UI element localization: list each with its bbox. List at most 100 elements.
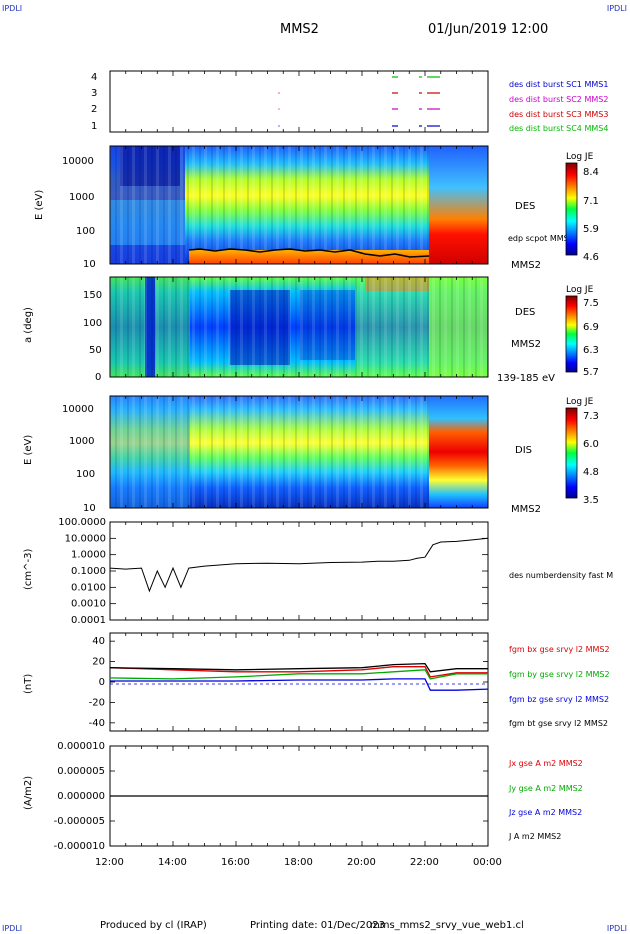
current-legend-jx: Jx gse A m2 MMS2 bbox=[508, 759, 583, 768]
des-colorbar-title: Log JE bbox=[566, 152, 594, 162]
density-ytick: 10.0000 bbox=[65, 533, 106, 544]
pitch-colorbar-tick: 7.5 bbox=[583, 298, 599, 309]
pitch-ytick: 100 bbox=[83, 318, 102, 329]
time-tick-label: 22:00 bbox=[410, 857, 439, 868]
density-panel: 100.0000 10.0000 1.0000 0.1000 0.0100 0.0010 0… bbox=[23, 517, 613, 626]
dis-ytick: 100 bbox=[76, 469, 95, 480]
des-hot-population bbox=[429, 146, 488, 264]
dis-instrument-label: DIS bbox=[515, 445, 532, 456]
avail-legend-mms4: des dist burst SC4 MMS4 bbox=[509, 124, 608, 133]
pitch-instrument-label: DES bbox=[515, 307, 535, 318]
current-ytick: -0.000010 bbox=[54, 841, 105, 852]
des-instrument-label: DES bbox=[515, 201, 535, 212]
density-ytick: 0.0001 bbox=[71, 615, 106, 626]
des-colorbar bbox=[565, 162, 578, 256]
avail-ytick: 1 bbox=[91, 121, 97, 132]
scpot-line bbox=[188, 248, 430, 258]
bfield-legend-by: fgm by gse srvy l2 MMS2 bbox=[509, 670, 610, 679]
des-pitch-panel: 150 100 50 0 a (deg) DES MMS2 139-185 eV… bbox=[23, 276, 599, 384]
corner-tag-tr: IPDLI bbox=[606, 4, 627, 13]
bfield-ytick: 0 bbox=[99, 677, 105, 688]
current-ytick: -0.000005 bbox=[54, 816, 105, 827]
density-series-line bbox=[109, 537, 489, 593]
pitch-ytick: 150 bbox=[83, 290, 102, 301]
pitch-colorbar-tick: 6.9 bbox=[583, 322, 599, 333]
bfield-series-bz bbox=[110, 678, 489, 691]
avail-ytick: 3 bbox=[91, 88, 97, 99]
des-spacecraft-label: MMS2 bbox=[511, 260, 541, 271]
des-colorbar-tick: 4.6 bbox=[583, 252, 599, 263]
des-ytick: 1000 bbox=[69, 192, 94, 203]
datetime-title: 01/Jun/2019 12:00 bbox=[428, 22, 549, 37]
current-legend-jz: Jz gse A m2 MMS2 bbox=[508, 808, 582, 817]
bfield-legend-bt: fgm bt gse srvy l2 MMS2 bbox=[509, 719, 608, 728]
pitch-colorbar-title: Log JE bbox=[566, 285, 594, 295]
density-ytick: 0.0100 bbox=[71, 582, 106, 593]
dis-colorbar-tick: 6.0 bbox=[583, 439, 599, 450]
bfield-series-by bbox=[109, 669, 488, 680]
dis-colorbar-tick: 7.3 bbox=[583, 411, 599, 422]
des-low-energy-band bbox=[189, 250, 429, 264]
dis-ytick: 10000 bbox=[62, 404, 94, 415]
bfield-ylabel: (nT) bbox=[23, 674, 34, 694]
avail-legend-mms1: des dist burst SC1 MMS1 bbox=[509, 80, 608, 89]
time-tick-label: 14:00 bbox=[158, 857, 187, 868]
dis-ylabel: E (eV) bbox=[23, 435, 34, 465]
time-tick-label: 20:00 bbox=[347, 857, 376, 868]
des-ytick: 10000 bbox=[62, 156, 94, 167]
density-ytick: 1.0000 bbox=[71, 550, 106, 561]
time-tick-label: 16:00 bbox=[221, 857, 250, 868]
bfield-panel: 40 20 0 -20 -40 (nT) fgm bx gse srvy l2 MMS2… bbox=[23, 632, 610, 732]
bfield-ytick: 20 bbox=[92, 657, 105, 668]
density-ytick: 100.0000 bbox=[58, 517, 106, 528]
density-ylabel: (cm^-3) bbox=[23, 549, 34, 590]
pitch-ytick: 50 bbox=[89, 345, 102, 356]
des-energy-ylabel: E (eV) bbox=[34, 190, 45, 220]
current-ytick: 0.000005 bbox=[57, 766, 105, 777]
scpot-label: edp scpot MMS2 bbox=[508, 234, 574, 243]
current-legend-jy: Jy gse A m2 MMS2 bbox=[508, 784, 583, 793]
avail-ytick: 4 bbox=[91, 72, 97, 83]
current-ylabel: (A/m2) bbox=[23, 776, 34, 810]
avail-legend-mms2: des dist burst SC2 MMS2 bbox=[509, 95, 608, 104]
pitch-ytick: 0 bbox=[95, 372, 101, 383]
availability-frame bbox=[109, 70, 489, 133]
des-colorbar-tick: 7.1 bbox=[583, 196, 599, 207]
dis-colorbar-title: Log JE bbox=[566, 397, 594, 407]
pitch-colorbar-tick: 6.3 bbox=[583, 345, 599, 356]
corner-tag-tl: IPDLI bbox=[2, 4, 23, 13]
pitch-colorbar bbox=[565, 295, 578, 373]
des-colorbar-tick: 8.4 bbox=[583, 167, 599, 178]
density-ytick: 0.1000 bbox=[71, 566, 106, 577]
footer-file: mms_mms2_srvy_vue_web1.cl bbox=[370, 920, 524, 931]
pitch-ylabel: a (deg) bbox=[23, 307, 34, 343]
spacecraft-title: MMS2 bbox=[280, 22, 319, 37]
availability-panel: 4 3 2 1 des dist burst SC1 MMS1 des dist… bbox=[91, 70, 608, 133]
des-ytick: 10 bbox=[83, 259, 96, 270]
dis-ytick: 10 bbox=[83, 503, 96, 514]
bfield-ytick: -20 bbox=[89, 697, 105, 708]
bfield-series-bt bbox=[109, 662, 488, 673]
pitch-spacecraft-label: MMS2 bbox=[511, 339, 541, 350]
density-legend: des numberdensity fast M bbox=[509, 571, 613, 580]
footer-printing: Printing date: 01/Dec/2023 bbox=[250, 920, 386, 931]
current-ytick: 0.000010 bbox=[57, 741, 105, 752]
avail-ytick: 2 bbox=[91, 104, 97, 115]
current-ytick: 0.000000 bbox=[57, 791, 105, 802]
bfield-legend-bx: fgm bx gse srvy l2 MMS2 bbox=[509, 645, 610, 654]
time-tick-label: 18:00 bbox=[284, 857, 313, 868]
dis-energy-panel: 10000 1000 100 10 E (eV) DIS MMS2 Log JE… bbox=[23, 395, 599, 515]
bfield-legend-bz: fgm bz gse srvy l2 MMS2 bbox=[509, 695, 609, 704]
time-axis: 12:00 14:00 16:00 18:00 20:00 22:00 00:0… bbox=[95, 857, 502, 868]
time-tick-label: 12:00 bbox=[95, 857, 124, 868]
pitch-energy-range: 139-185 eV bbox=[497, 373, 555, 384]
dis-colorbar bbox=[565, 407, 578, 499]
time-tick-label: 00:00 bbox=[473, 857, 502, 868]
footer-produced: Produced by cl (IRAP) bbox=[100, 920, 207, 931]
current-legend-j: J A m2 MMS2 bbox=[508, 832, 561, 841]
avail-legend-mms3: des dist burst SC3 MMS3 bbox=[509, 110, 608, 119]
corner-tag-br: IPDLI bbox=[606, 924, 627, 933]
dis-ytick: 1000 bbox=[69, 436, 94, 447]
dis-spacecraft-label: MMS2 bbox=[511, 504, 541, 515]
des-colorbar-tick: 5.9 bbox=[583, 224, 599, 235]
